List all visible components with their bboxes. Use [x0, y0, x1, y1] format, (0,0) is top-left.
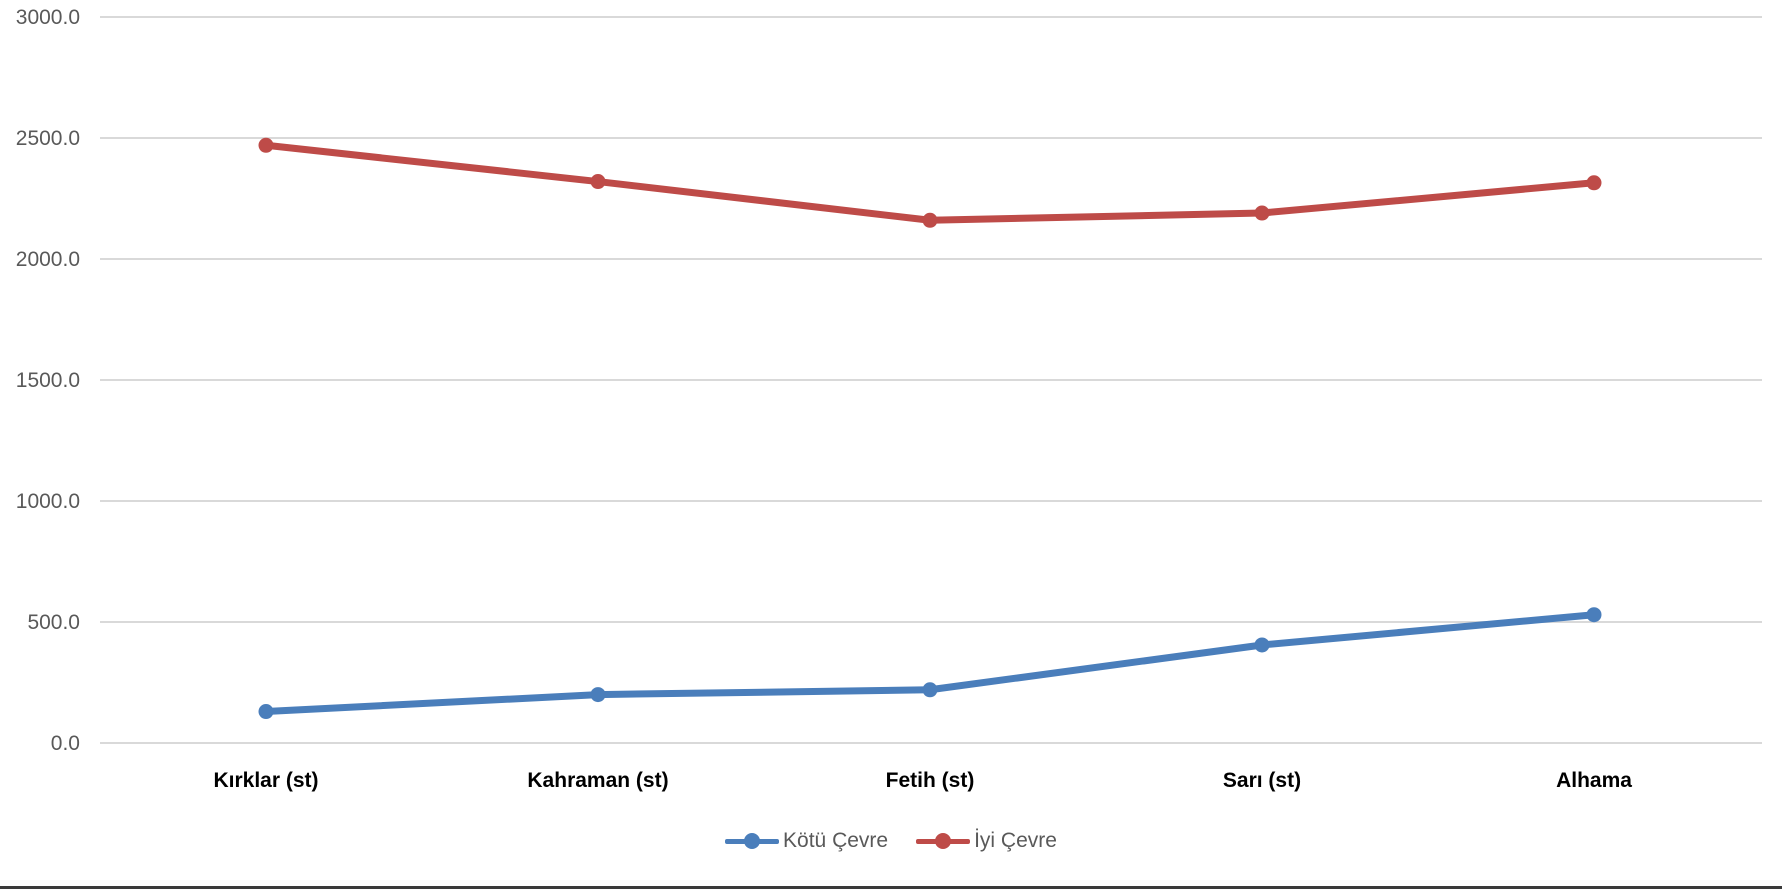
- legend-marker-iyi-cevre: [916, 831, 971, 851]
- data-point: [258, 704, 274, 720]
- data-point: [922, 682, 938, 698]
- data-point: [1254, 205, 1270, 221]
- x-axis-categories: Kırklar (st) Kahraman (st) Fetih (st) Sarı …: [213, 769, 1632, 792]
- legend-label-kotu-cevre: Kötü Çevre: [783, 829, 889, 852]
- y-tick-label: 1500.0: [16, 369, 80, 392]
- gridlines: [100, 16, 1762, 744]
- x-category-label: Sarı (st): [1223, 769, 1301, 792]
- legend: Kötü Çevre İyi Çevre: [0, 828, 1782, 854]
- y-axis-ticks: 0.0 500.0 1000.0 1500.0 2000.0 2500.0 3000.0: [16, 6, 80, 755]
- y-tick-label: 0.0: [51, 732, 80, 755]
- y-tick-label: 3000.0: [16, 6, 80, 29]
- x-category-label: Kahraman (st): [527, 769, 668, 792]
- data-point: [590, 174, 606, 190]
- y-tick-label: 2500.0: [16, 127, 80, 150]
- data-point: [258, 137, 274, 153]
- data-point: [1586, 607, 1602, 623]
- y-tick-label: 500.0: [27, 611, 80, 634]
- series-line: [262, 141, 1598, 224]
- y-tick-label: 1000.0: [16, 490, 80, 513]
- legend-label-iyi-cevre: İyi Çevre: [974, 829, 1057, 852]
- legend-item-iyi-cevre[interactable]: İyi Çevre: [916, 829, 1057, 853]
- y-tick-label: 2000.0: [16, 248, 80, 271]
- x-category-label: Fetih (st): [886, 769, 975, 792]
- data-point: [922, 212, 938, 228]
- x-category-label: Kırklar (st): [213, 769, 318, 792]
- series-lines: [258, 137, 1602, 720]
- data-point: [590, 687, 606, 703]
- legend-item-kotu-cevre[interactable]: Kötü Çevre: [725, 829, 888, 853]
- data-point: [1254, 637, 1270, 653]
- x-category-label: Alhama: [1556, 769, 1632, 792]
- data-point: [1586, 175, 1602, 191]
- bottom-border: [0, 886, 1782, 889]
- legend-marker-kotu-cevre: [725, 831, 780, 851]
